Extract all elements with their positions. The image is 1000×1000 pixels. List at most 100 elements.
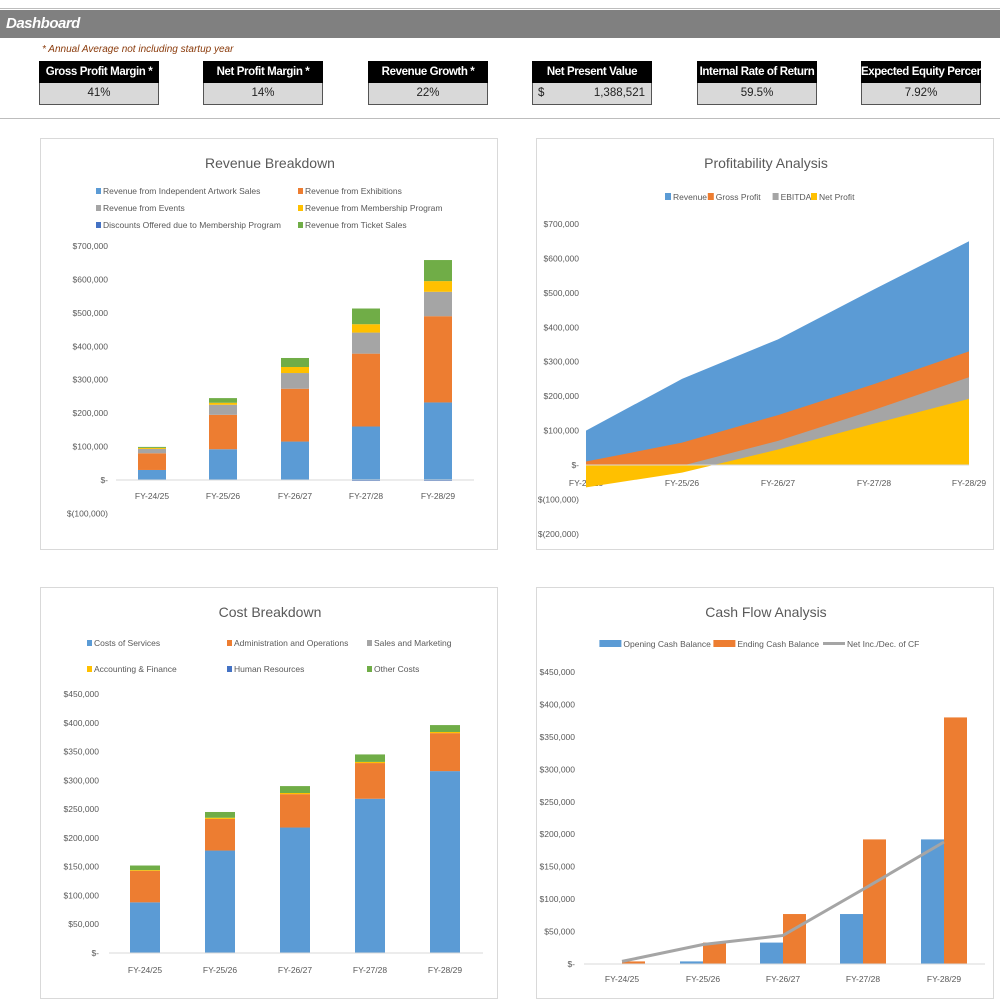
legend-label: Other Costs bbox=[374, 664, 419, 674]
x-tick-label: FY-25/26 bbox=[665, 478, 699, 488]
bar-segment bbox=[430, 733, 460, 772]
x-tick-label: FY-25/26 bbox=[686, 974, 720, 984]
bar-segment bbox=[424, 260, 452, 282]
bar-segment bbox=[355, 754, 385, 762]
bar-segment bbox=[138, 446, 166, 448]
bar-segment bbox=[355, 798, 385, 953]
bar bbox=[622, 961, 645, 964]
y-tick-label: $- bbox=[91, 948, 99, 958]
y-tick-label: $500,000 bbox=[73, 308, 109, 318]
kpi-value: 14% bbox=[251, 87, 275, 99]
bar-segment bbox=[352, 426, 380, 480]
bar-segment bbox=[281, 357, 309, 368]
bar bbox=[783, 914, 806, 964]
y-tick-label: $700,000 bbox=[73, 241, 109, 251]
bar-segment bbox=[281, 441, 309, 480]
kpi-value: 41% bbox=[87, 87, 111, 99]
bar-segment bbox=[280, 794, 310, 828]
kpi-net-profit-margin: Net Profit Margin * 14% bbox=[203, 61, 323, 105]
bar bbox=[921, 839, 944, 964]
profitability-analysis-chart[interactable]: Profitability Analysis $(200,000) $(100,00… bbox=[536, 138, 994, 550]
kpi-label: Gross Profit Margin * bbox=[39, 61, 159, 83]
legend-swatch bbox=[713, 640, 736, 647]
kpi-value: 7.92% bbox=[904, 87, 938, 99]
dashboard-header: Dashboard bbox=[0, 10, 1000, 38]
bar bbox=[840, 914, 863, 964]
cash-flow-analysis-svg: Cash Flow Analysis $- $50,000 $100,000 $150,… bbox=[540, 604, 985, 984]
bar-segment bbox=[430, 731, 460, 734]
chart-title: Profitability Analysis bbox=[704, 155, 828, 171]
legend-label: Accounting & Finance bbox=[94, 664, 177, 674]
legend-label: Revenue from Exhibitions bbox=[305, 186, 402, 196]
kpi-net-present-value: Net Present Value $1,388,521 bbox=[532, 61, 652, 105]
y-tick-label: $200,000 bbox=[64, 833, 100, 843]
x-tick-label: FY-26/27 bbox=[278, 491, 312, 501]
bar bbox=[863, 839, 886, 964]
bar bbox=[760, 942, 783, 964]
bar-segment bbox=[209, 404, 237, 415]
bar-segment bbox=[205, 811, 235, 818]
legend-label: Revenue bbox=[673, 192, 707, 202]
y-tick-label: $450,000 bbox=[64, 689, 100, 699]
x-tick-label: FY-28/29 bbox=[952, 478, 986, 488]
kpi-expected-equity-percentage: Expected Equity Percentage 7.92% bbox=[861, 61, 981, 105]
profitability-analysis-svg: Profitability Analysis $(200,000) $(100,00… bbox=[538, 155, 986, 539]
x-tick-label: FY-25/26 bbox=[203, 965, 237, 975]
y-tick-label: $700,000 bbox=[544, 219, 580, 229]
legend-swatch bbox=[298, 205, 303, 211]
bar-segment bbox=[352, 332, 380, 354]
section-divider bbox=[0, 118, 1000, 119]
cost-breakdown-chart[interactable]: Cost Breakdown $- $50,000 $100,000 $150,000 $… bbox=[40, 587, 498, 999]
y-tick-label: $100,000 bbox=[64, 890, 100, 900]
legend-swatch bbox=[227, 666, 232, 672]
bar-segment bbox=[280, 786, 310, 793]
bar-segment bbox=[352, 324, 380, 333]
x-tick-label: FY-28/29 bbox=[927, 974, 961, 984]
bar-segment bbox=[424, 480, 452, 482]
bar-segment bbox=[430, 771, 460, 953]
legend-label: Revenue from Membership Program bbox=[305, 203, 442, 213]
bar-segment bbox=[138, 448, 166, 454]
legend-label: Revenue from Events bbox=[103, 203, 185, 213]
bar-segment bbox=[209, 414, 237, 450]
y-tick-label: $50,000 bbox=[68, 919, 99, 929]
kpi-value: 1,388,521 bbox=[593, 87, 645, 99]
bar-segment bbox=[424, 281, 452, 292]
bar-segment bbox=[424, 402, 452, 480]
bar-segment bbox=[130, 870, 160, 871]
x-tick-label: FY-25/26 bbox=[206, 491, 240, 501]
revenue-breakdown-chart[interactable]: Revenue Breakdown $(100,000) $- $100,000 $20… bbox=[40, 138, 498, 550]
y-tick-label: $400,000 bbox=[64, 718, 100, 728]
bar bbox=[944, 717, 967, 964]
kpi-label: Revenue Growth * bbox=[368, 61, 488, 83]
line-series bbox=[621, 840, 945, 963]
legend-swatch bbox=[823, 642, 845, 645]
y-tick-label: $(100,000) bbox=[67, 508, 108, 518]
bar-segment bbox=[138, 447, 166, 449]
y-tick-label: $300,000 bbox=[540, 764, 576, 774]
cost-breakdown-svg: Cost Breakdown $- $50,000 $100,000 $150,000 $… bbox=[64, 604, 483, 975]
revenue-breakdown-svg: Revenue Breakdown $(100,000) $- $100,000 $20… bbox=[67, 155, 474, 518]
y-tick-label: $200,000 bbox=[544, 391, 580, 401]
legend-label: Sales and Marketing bbox=[374, 638, 452, 648]
cash-flow-analysis-chart[interactable]: Cash Flow Analysis $- $50,000 $100,000 $150,… bbox=[536, 587, 994, 999]
bar-segment bbox=[424, 316, 452, 403]
legend-swatch bbox=[96, 222, 101, 228]
legend-label: Costs of Services bbox=[94, 638, 160, 648]
legend-swatch bbox=[87, 666, 92, 672]
annual-average-note: * Annual Average not including startup y… bbox=[42, 44, 234, 55]
legend-swatch bbox=[87, 640, 92, 646]
bar-segment bbox=[430, 725, 460, 732]
bar-segment bbox=[280, 792, 310, 795]
legend-label: Net Inc./Dec. of CF bbox=[847, 639, 919, 649]
y-tick-label: $- bbox=[571, 460, 579, 470]
x-tick-label: FY-26/27 bbox=[761, 478, 795, 488]
top-divider bbox=[0, 8, 1000, 9]
kpi-gross-profit-margin: Gross Profit Margin * 41% bbox=[39, 61, 159, 105]
legend-swatch bbox=[298, 222, 303, 228]
chart-title: Cash Flow Analysis bbox=[705, 604, 826, 620]
bar-segment bbox=[355, 763, 385, 799]
bar-segment bbox=[352, 308, 380, 325]
x-tick-label: FY-24/25 bbox=[135, 491, 169, 501]
y-tick-label: $100,000 bbox=[544, 426, 580, 436]
